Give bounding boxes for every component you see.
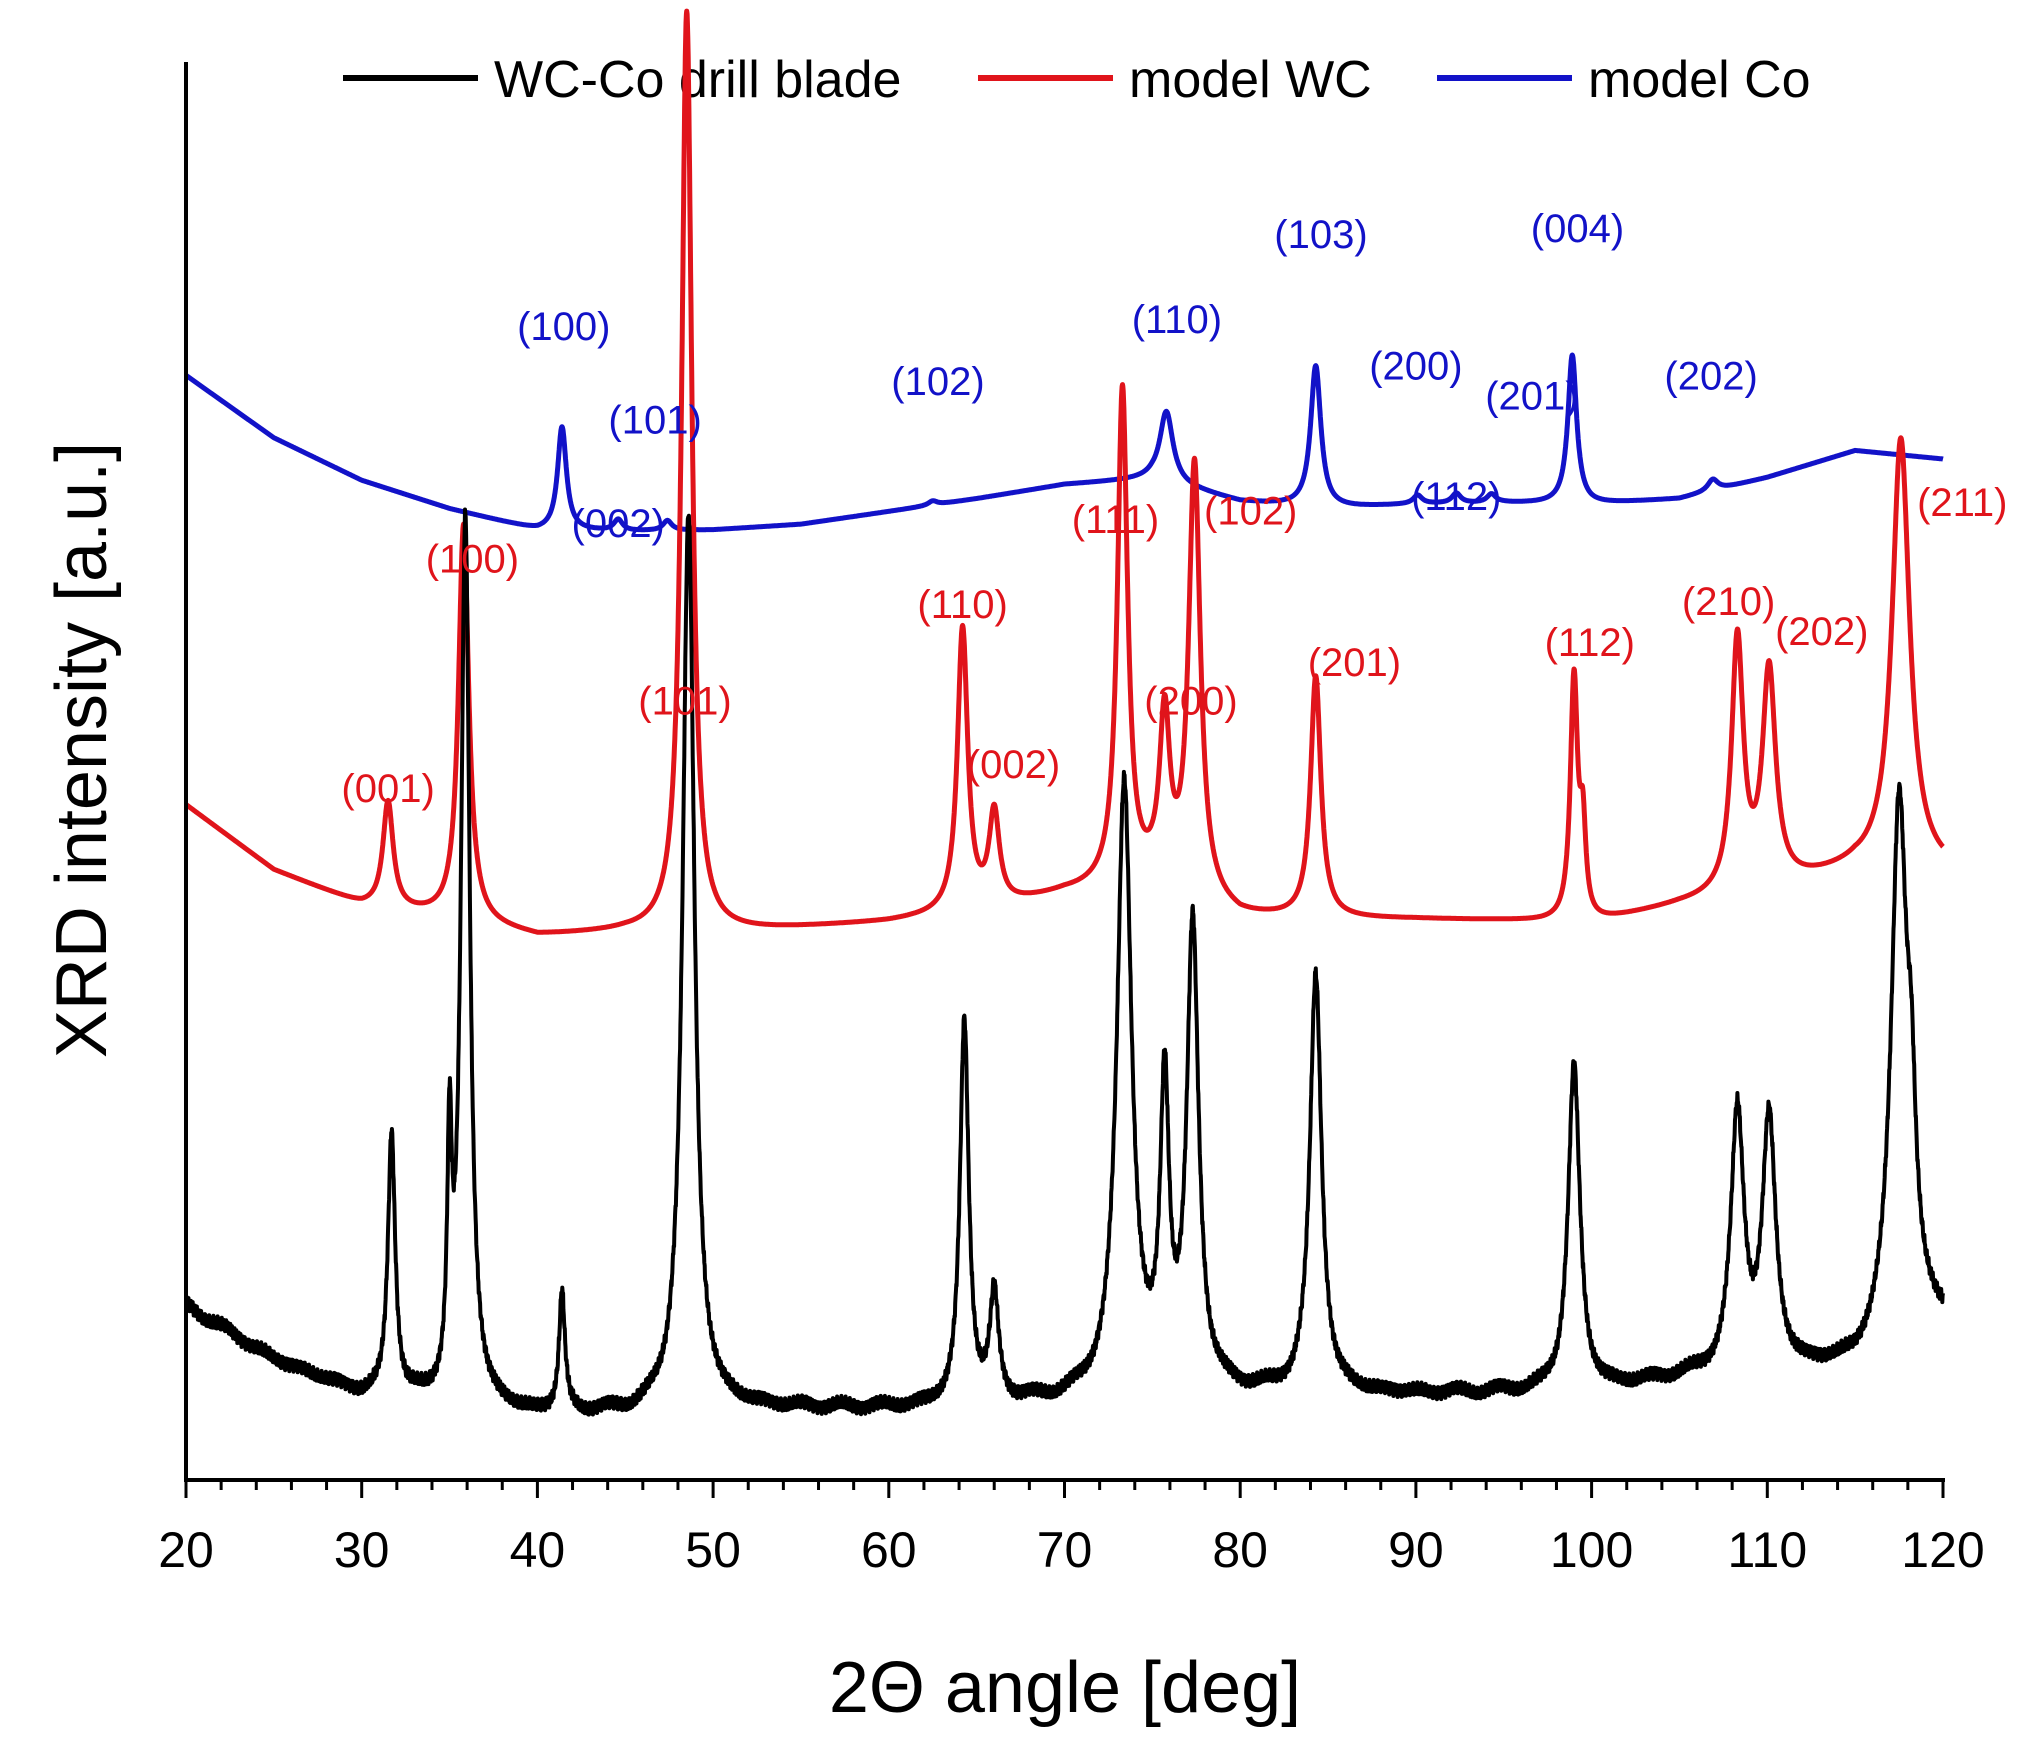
x-tick-label: 50 [685, 1522, 741, 1578]
x-tick-label: 80 [1212, 1522, 1268, 1578]
peak-label-wc-210: (210) [1682, 580, 1775, 624]
peak-label-co-201: (201) [1485, 374, 1578, 418]
peak-label-co-002: (002) [572, 502, 665, 546]
x-ticks: 20 30 40 50 60 70 80 90 100 110 120 [158, 1480, 1985, 1578]
peak-label-co-102: (102) [891, 360, 984, 404]
peak-label-wc-110: (110) [917, 583, 1007, 627]
peak-label-co-200: (200) [1369, 345, 1462, 389]
legend-label-co: model Co [1588, 51, 1811, 109]
x-tick-label: 100 [1550, 1522, 1633, 1578]
peak-label-wc-202: (202) [1775, 610, 1868, 654]
peak-label-wc-201: (201) [1308, 641, 1401, 685]
peak-label-co-101: (101) [608, 399, 701, 443]
peak-label-wc-200: (200) [1144, 679, 1237, 723]
peak-label-wc-100: (100) [426, 538, 519, 582]
x-tick-label: 110 [1727, 1522, 1807, 1578]
peak-label-wc-001: (001) [341, 767, 434, 811]
x-tick-label: 60 [861, 1522, 917, 1578]
series-line-model-wc [183, 8, 1946, 935]
legend: WC-Co drill blade model WC model Co [343, 51, 1811, 109]
series-line-wc-co-drill-blade [184, 507, 1945, 1417]
peak-label-wc-102: (102) [1204, 489, 1297, 533]
axes: 20 30 40 50 60 70 80 90 100 110 120 [158, 62, 1985, 1578]
peak-label-co-100: (100) [517, 305, 610, 349]
series-line-model-co [183, 352, 1946, 533]
peak-label-co-103: (103) [1274, 213, 1367, 257]
x-axis-title: 2Θ angle [deg] [829, 1648, 1301, 1728]
legend-label-wc: model WC [1129, 51, 1372, 109]
peak-label-wc-211: (211) [1917, 481, 2007, 525]
x-tick-label: 40 [510, 1522, 566, 1578]
peak-label-co-202: (202) [1664, 355, 1757, 399]
x-tick-label: 70 [1037, 1522, 1093, 1578]
peak-label-wc-002: (002) [967, 743, 1060, 787]
peak-annotations: (001) (100) (101) (110) (002) (111) (102) (200)… [341, 207, 2007, 811]
x-tick-label: 30 [334, 1522, 390, 1578]
y-axis-title: XRD intensity [a.u.] [42, 442, 122, 1058]
series-group [183, 8, 1946, 1417]
peak-label-co-112: (112) [1411, 475, 1501, 519]
x-tick-label: 20 [158, 1522, 214, 1578]
x-tick-label: 120 [1901, 1522, 1984, 1578]
peak-label-co-110: (110) [1132, 298, 1222, 342]
peak-label-wc-101: (101) [638, 679, 731, 723]
peak-label-wc-111: (111) [1072, 498, 1159, 542]
peak-label-co-004: (004) [1531, 207, 1624, 251]
x-tick-label: 90 [1388, 1522, 1444, 1578]
legend-label-wcco: WC-Co drill blade [494, 51, 901, 109]
peak-label-wc-112: (112) [1545, 621, 1635, 665]
